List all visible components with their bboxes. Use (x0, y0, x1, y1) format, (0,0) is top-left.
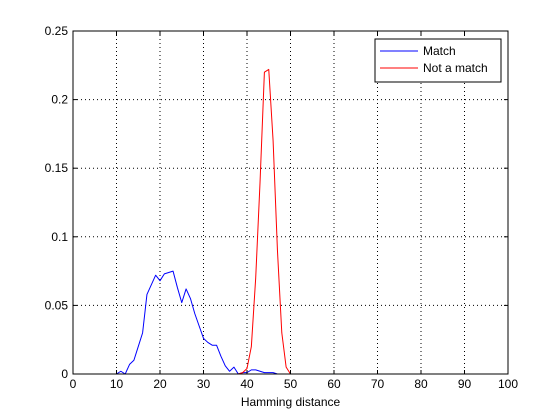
y-tick-label: 0.2 (51, 93, 68, 107)
y-tick-label: 0 (61, 367, 68, 381)
x-tick-label: 30 (197, 377, 211, 391)
x-tick-label: 0 (70, 377, 77, 391)
x-tick-label: 80 (414, 377, 428, 391)
legend-label: Match (423, 44, 456, 58)
x-tick-label: 40 (240, 377, 254, 391)
y-tick-label: 0.1 (51, 230, 68, 244)
plot-area (73, 31, 508, 374)
x-tick-label: 50 (284, 377, 298, 391)
y-tick-label: 0.15 (45, 161, 69, 175)
x-tick-label: 20 (153, 377, 167, 391)
y-tick-label: 0.25 (45, 24, 69, 38)
legend: Match Not a match (374, 38, 502, 83)
x-tick-label: 100 (498, 377, 518, 391)
legend-box (374, 38, 502, 83)
series-line-not-a-match (73, 68, 508, 375)
x-axis-label: Hamming distance (241, 395, 341, 409)
y-tick-label: 0.05 (45, 298, 69, 312)
legend-label: Not a match (423, 61, 488, 75)
x-tick-label: 70 (371, 377, 385, 391)
x-tick-label: 60 (327, 377, 341, 391)
series-layer (73, 68, 508, 375)
axis-ticks: 0 10 20 30 40 50 60 70 80 90 100 0 0.05 0.1 0.15 0.2 0.2… (45, 24, 519, 391)
x-tick-label: 10 (110, 377, 124, 391)
x-tick-label: 90 (458, 377, 472, 391)
series-line-match (73, 270, 508, 375)
